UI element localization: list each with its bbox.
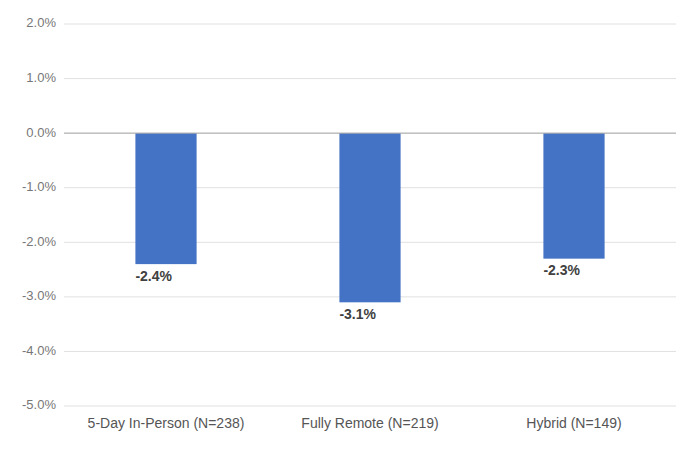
y-axis: 2.0% 1.0% 0.0% -1.0% -2.0% -3.0% -4.0% -5.0% (22, 15, 676, 412)
grid-line (64, 406, 676, 407)
x-tick-label: Hybrid (N=149) (526, 415, 621, 431)
y-tick-label: 1.0% (26, 70, 56, 85)
chart: 2.0% 1.0% 0.0% -1.0% -2.0% -3.0% -4.0% -5.0% -2.… (0, 0, 700, 458)
bar (135, 133, 196, 264)
data-labels: -2.4% -3.1% -2.3% (135, 262, 580, 322)
y-tick-label: -1.0% (22, 179, 56, 194)
y-tick-label: -5.0% (22, 397, 56, 412)
y-tick-label: -4.0% (22, 343, 56, 358)
bar (339, 133, 400, 302)
y-tick-label: 0.0% (26, 125, 56, 140)
bars (135, 133, 604, 302)
y-tick-label: -3.0% (22, 288, 56, 303)
data-label: -2.3% (543, 262, 580, 278)
y-tick-label: 2.0% (26, 15, 56, 30)
data-label: -3.1% (339, 306, 376, 322)
bar (543, 133, 604, 259)
x-tick-label: Fully Remote (N=219) (301, 415, 438, 431)
grid-line (64, 133, 676, 134)
data-label: -2.4% (135, 268, 172, 284)
zero-line (64, 133, 676, 134)
y-tick-label: -2.0% (22, 234, 56, 249)
grid-line (64, 78, 676, 79)
grid-line (64, 24, 676, 25)
x-axis: 5-Day In-Person (N=238) Fully Remote (N=2… (88, 415, 622, 431)
grid-line (64, 351, 676, 352)
x-tick-label: 5-Day In-Person (N=238) (88, 415, 245, 431)
chart-container: 2.0% 1.0% 0.0% -1.0% -2.0% -3.0% -4.0% -5.0% -2.… (0, 0, 700, 458)
